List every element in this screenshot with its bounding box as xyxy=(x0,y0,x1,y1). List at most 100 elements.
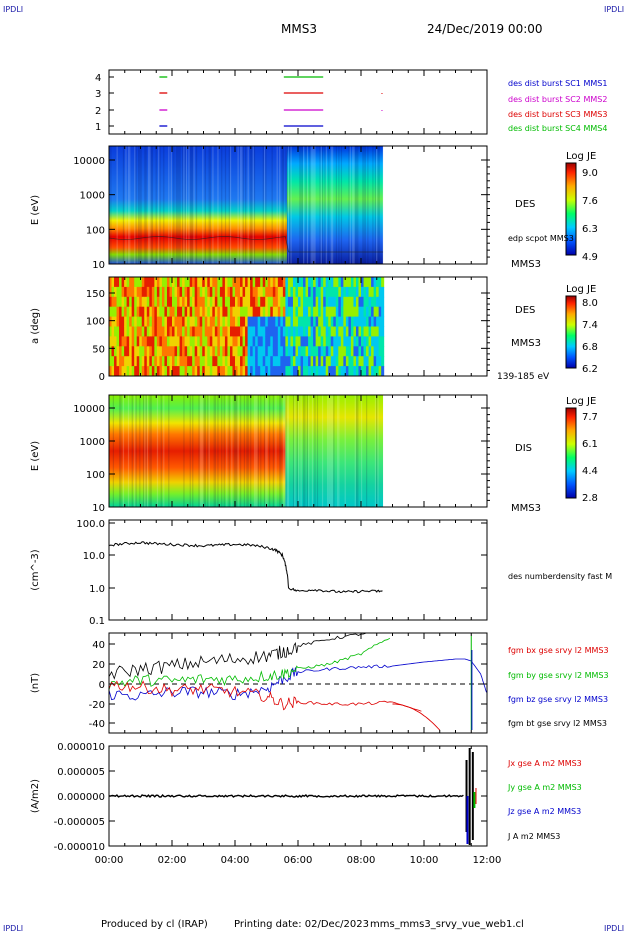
des-pa-cell xyxy=(131,277,135,288)
des-pa-cell xyxy=(290,296,294,308)
des-e-streak xyxy=(134,146,136,264)
des-pa-cell xyxy=(247,326,251,337)
des-pa-cell xyxy=(310,346,314,357)
des-pa-cell xyxy=(131,356,135,367)
des-e-streak xyxy=(301,146,303,264)
bz-label: fgm bz gse srvy l2 MMS3 xyxy=(508,695,609,704)
des-pa-cell xyxy=(295,296,299,308)
des-pa-cell xyxy=(328,326,332,337)
des-pa-cell xyxy=(315,346,319,357)
des-pa-cell xyxy=(348,316,352,327)
logo-right: IPDLI xyxy=(604,5,625,14)
des-pa-cell xyxy=(323,366,327,377)
des-pa-cell xyxy=(126,296,130,308)
des-pa-cell xyxy=(267,366,271,377)
des-pa-cell xyxy=(242,336,246,347)
des-pa-cell xyxy=(240,306,244,318)
des-e-streak xyxy=(190,146,193,264)
des-e-streak xyxy=(353,146,355,264)
des-pa-cell xyxy=(381,286,385,298)
des-pa-cell xyxy=(141,316,145,327)
des-pa-cell xyxy=(131,326,135,337)
des-pa-cell xyxy=(310,316,314,327)
des-pa-cell xyxy=(149,286,153,298)
dis-e-colorbar xyxy=(565,407,577,499)
des-pa-cell xyxy=(361,277,365,288)
des-e-streak xyxy=(355,146,358,264)
des-pa-cell xyxy=(159,296,163,308)
des-pa-cell xyxy=(280,326,284,337)
des-pa-cell xyxy=(257,366,261,377)
des-pa-cell xyxy=(227,346,231,357)
des-pa-cell xyxy=(338,277,342,288)
des-e-streak xyxy=(306,146,309,264)
des-pa-cell xyxy=(298,296,302,308)
des-pa-cell xyxy=(353,336,357,347)
des-pa-cell xyxy=(350,366,354,377)
des-pa-cell xyxy=(177,356,181,367)
dis-e-streak xyxy=(256,395,258,507)
des-pa-cell xyxy=(303,366,307,377)
des-pa-cell xyxy=(305,366,309,377)
burst-dot xyxy=(381,110,383,111)
des-pa-cell xyxy=(124,356,128,367)
dis-e-streak xyxy=(120,395,122,507)
des-pa-cell xyxy=(280,296,284,308)
des-pa-cell xyxy=(340,286,344,298)
burst-ytick-label: 2 xyxy=(95,106,101,117)
des-pa-cell xyxy=(255,296,259,308)
des-pa-cell xyxy=(323,286,327,298)
des-pa-cell xyxy=(310,356,314,367)
des-e-cb-tick: 6.3 xyxy=(582,224,598,235)
burst-ytick-label: 3 xyxy=(95,89,101,100)
dis-energy-panel: 7.7 6.1 4.4 2.8 xyxy=(109,395,598,507)
des-e-streak xyxy=(357,146,359,264)
des-pa-cell xyxy=(139,316,143,327)
des-pa-cell xyxy=(245,336,249,347)
des-pa-cell xyxy=(247,306,251,318)
des-pa-cell xyxy=(116,277,120,288)
dis-e-streak xyxy=(189,395,191,507)
des-pa-cell xyxy=(166,296,170,308)
des-pa-cell xyxy=(202,306,206,318)
des-pa-cell xyxy=(139,366,143,377)
des-pa-cell xyxy=(131,286,135,298)
des-pa-cell xyxy=(287,296,291,308)
dis-e-streak xyxy=(247,395,249,507)
des-pa-cell xyxy=(323,326,327,337)
des-pa-cell xyxy=(172,356,176,367)
des-e-streak xyxy=(242,146,244,264)
des-pa-cell xyxy=(169,296,173,308)
des-pa-cell xyxy=(366,336,370,347)
des-pa-cell xyxy=(222,306,226,318)
des-pa-cell xyxy=(318,356,322,367)
des-pa-cell xyxy=(313,326,317,337)
des-pa-cell xyxy=(189,326,193,337)
des-e-streak xyxy=(335,146,337,264)
des-pa-cell xyxy=(111,336,115,347)
des-pa-cell xyxy=(381,336,385,347)
dis-e-streak xyxy=(200,395,203,507)
des-pa-cell xyxy=(292,316,296,327)
des-pa-cell xyxy=(174,316,178,327)
des-pa-cell xyxy=(343,366,347,377)
des-e-streak xyxy=(127,146,130,264)
dis-e-streak xyxy=(127,395,130,507)
des-e-region-b xyxy=(286,146,384,264)
des-pa-cell xyxy=(355,336,359,347)
des-e-streak xyxy=(179,146,181,264)
des-e-streak xyxy=(137,146,140,264)
des-pa-cell xyxy=(277,336,281,347)
des-pa-cell xyxy=(333,356,337,367)
des-e-streak xyxy=(324,146,326,264)
des-e-streak xyxy=(159,146,161,264)
des-pa-cell xyxy=(159,336,163,347)
des-pa-cell xyxy=(172,277,176,288)
des-pa-cell xyxy=(257,346,261,357)
des-pa-cell xyxy=(290,316,294,327)
des-pa-cell xyxy=(212,336,216,347)
des-e-streak xyxy=(149,146,151,264)
des-pa-cell xyxy=(119,296,123,308)
des-pa-cell xyxy=(169,336,173,347)
des-pa-cell xyxy=(209,296,213,308)
